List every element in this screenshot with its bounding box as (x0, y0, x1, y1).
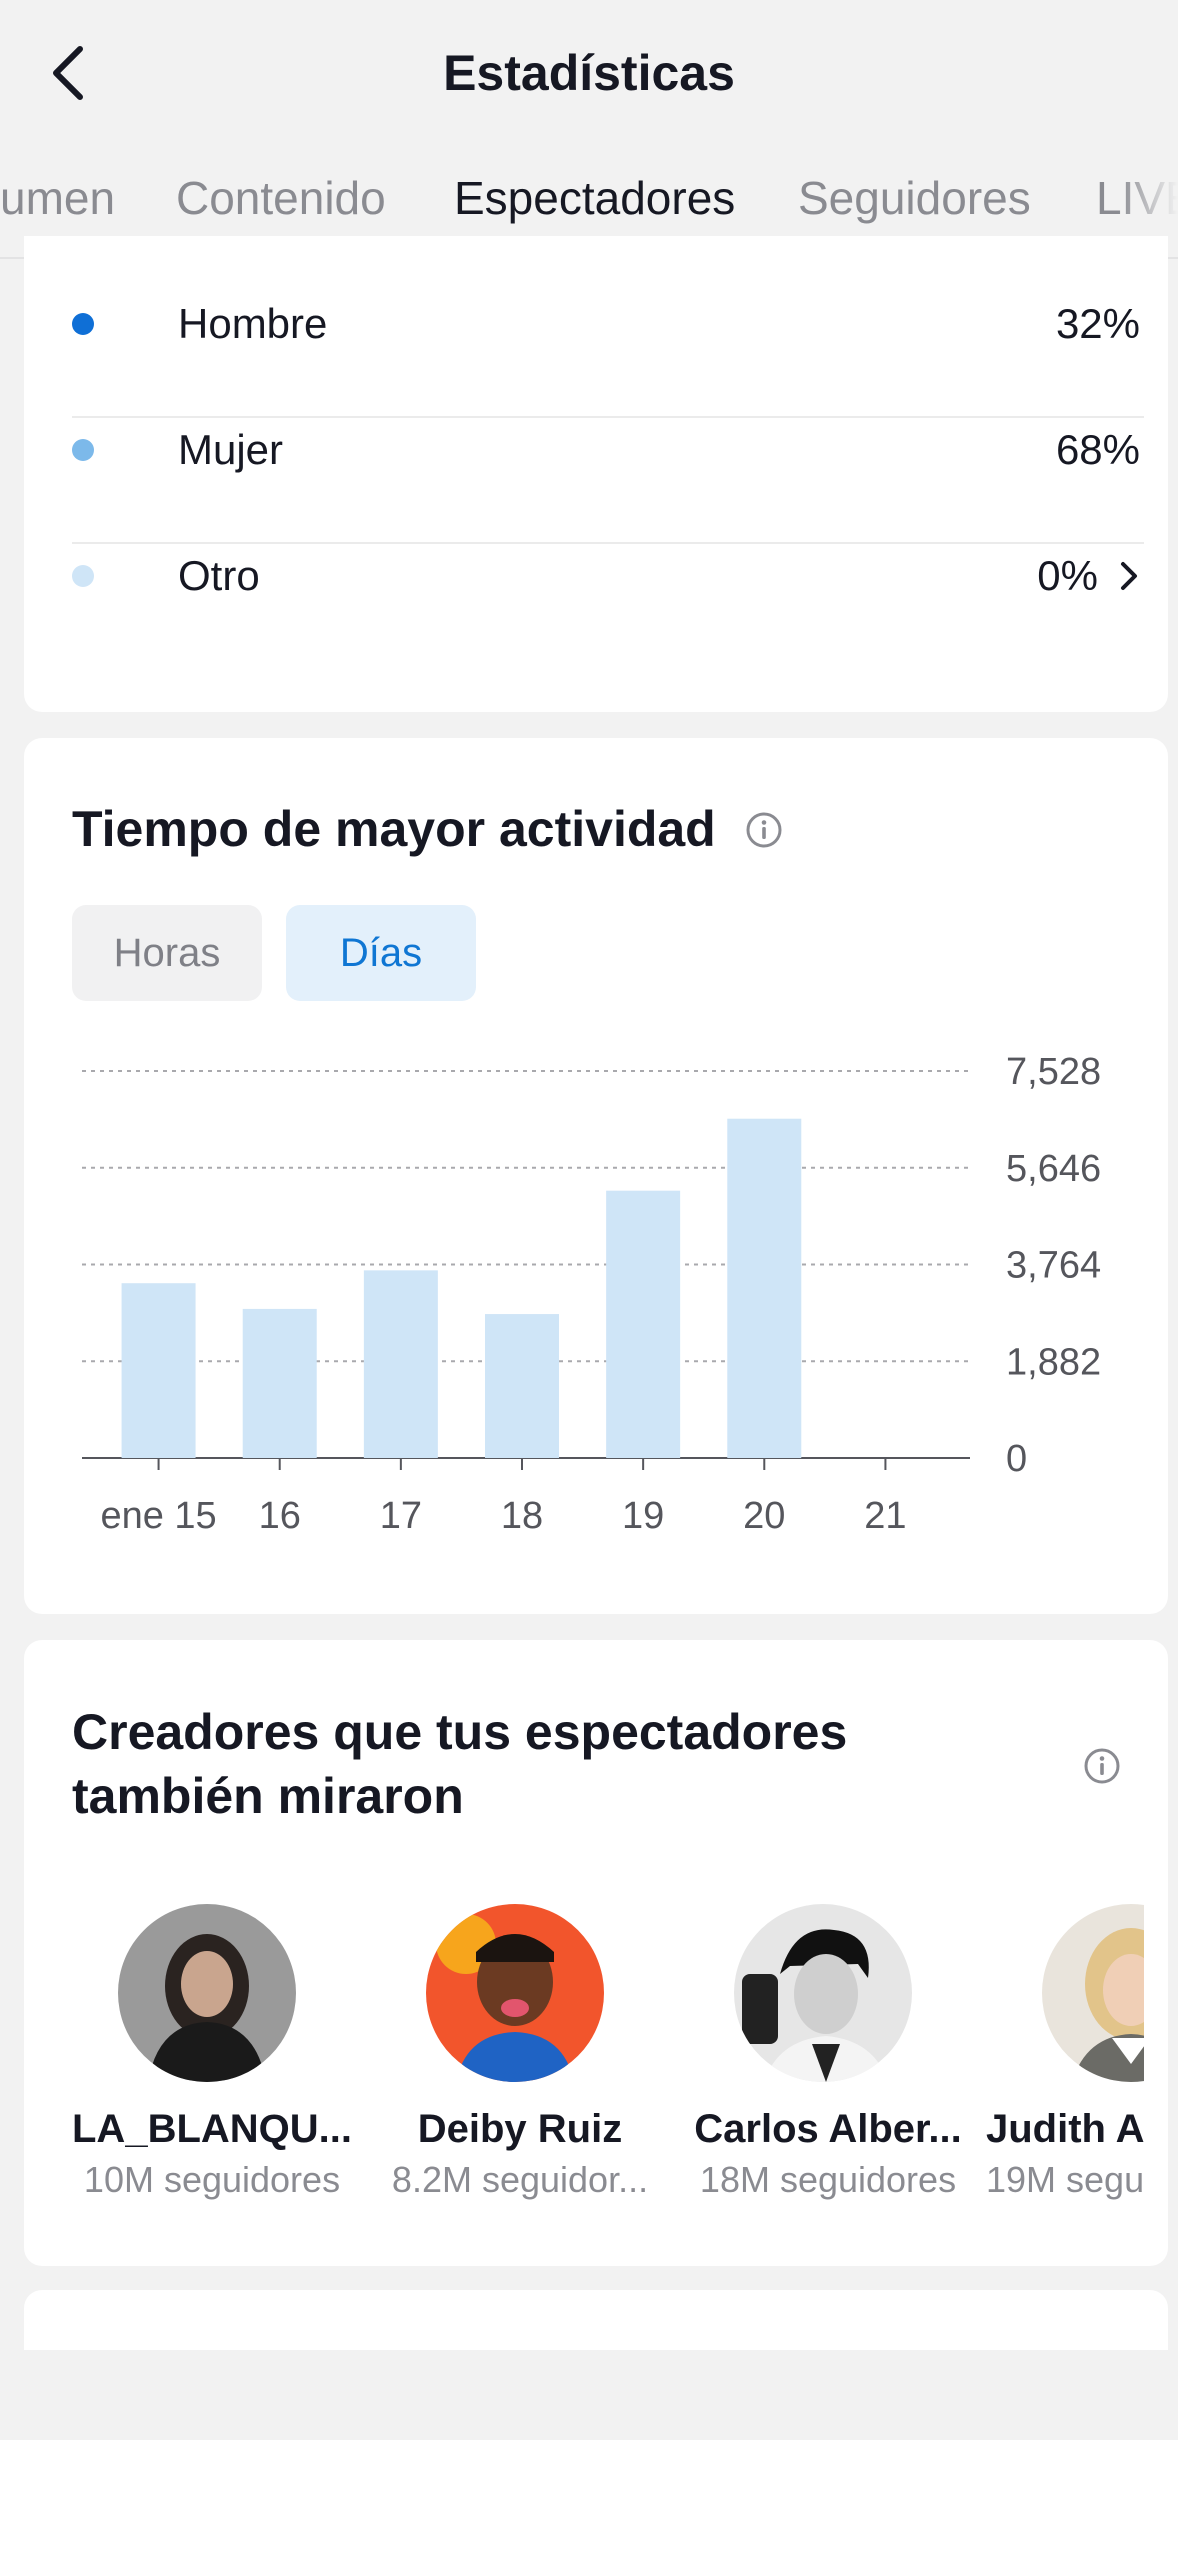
gender-label: Mujer (178, 426, 284, 473)
creator-card[interactable]: Carlos Alber... 18M seguidores (668, 1904, 988, 2224)
tab-seguidores[interactable]: Seguidores (798, 172, 1031, 224)
gender-label: Hombre (178, 300, 328, 347)
chart-bar (363, 1270, 438, 1458)
x-tick-label: 16 (259, 1495, 301, 1537)
chart-bar (242, 1308, 317, 1458)
gender-percent: 0% (1037, 552, 1098, 599)
info-icon[interactable] (1082, 1746, 1122, 1786)
gender-percent: 68% (1055, 426, 1140, 473)
creator-avatar[interactable] (1042, 1904, 1144, 2082)
creator-followers: 10M seguidores (83, 2159, 341, 2200)
y-tick-label: 1,882 (1006, 1341, 1101, 1383)
y-tick-label: 3,764 (1006, 1245, 1101, 1287)
chart-bar (121, 1283, 196, 1458)
creators-title: Creadores que tus espectadores también m… (72, 1704, 848, 1824)
top-bar: Estadísticas umen Contenido Espectadores… (0, 0, 1178, 259)
creator-card[interactable]: Judith A 19M segui (976, 1904, 1144, 2224)
creator-avatar[interactable] (426, 1904, 604, 2082)
hours-toggle[interactable]: Horas (72, 905, 262, 1001)
activity-card: Tiempo de mayor actividad Horas Días 7,5… (24, 738, 1168, 1614)
chevron-right-icon[interactable] (1114, 556, 1144, 596)
creator-avatar[interactable] (734, 1904, 912, 2082)
other-color-dot (72, 565, 94, 587)
creator-name: LA_BLANQU... (72, 2107, 352, 2151)
gender-label: Otro (178, 552, 260, 599)
creator-followers: 19M segui (986, 2159, 1144, 2200)
chart-bar (727, 1118, 802, 1458)
days-toggle[interactable]: Días (286, 905, 476, 1001)
x-tick-label: 20 (743, 1495, 785, 1537)
creator-followers: 18M seguidores (699, 2159, 957, 2200)
chart-bar (485, 1314, 559, 1458)
chart-bar (606, 1190, 681, 1458)
gender-row-other[interactable]: Otro 0% (72, 512, 1144, 636)
male-color-dot (72, 313, 94, 335)
female-color-dot (72, 439, 94, 461)
next-card-edge (24, 2290, 1168, 2350)
page-title: Estadísticas (443, 45, 735, 101)
gender-row-female: Mujer 68% (72, 386, 1144, 510)
x-tick-label: 18 (501, 1495, 543, 1537)
info-icon[interactable] (744, 810, 784, 850)
creator-card[interactable]: Deiby Ruiz 8.2M seguidor... (360, 1904, 680, 2224)
x-tick-label: ene 15 (100, 1495, 216, 1537)
tab-bar: umen Contenido Espectadores Seguidores L… (0, 165, 1178, 235)
x-tick-label: 21 (864, 1495, 906, 1537)
creator-name: Carlos Alber... (694, 2107, 962, 2151)
creator-name: Deiby Ruiz (417, 2107, 623, 2151)
tab-contenido[interactable]: Contenido (176, 172, 386, 224)
x-tick-label: 17 (380, 1495, 422, 1537)
gender-card: Hombre 32% Mujer 68% Otro 0% (24, 236, 1168, 712)
tab-fade (1118, 160, 1178, 240)
x-tick-label: 19 (622, 1495, 664, 1537)
bottom-safe-area (0, 2440, 1178, 2560)
tab-resumen[interactable]: umen (0, 172, 116, 224)
creator-followers: 8.2M seguidor... (391, 2159, 649, 2200)
back-arrow-icon[interactable] (40, 40, 96, 106)
gender-row-male: Hombre 32% (72, 260, 1144, 384)
activity-title: Tiempo de mayor actividad (72, 801, 716, 857)
creator-avatar[interactable] (118, 1904, 296, 2082)
y-tick-label: 5,646 (1006, 1148, 1101, 1190)
creator-card[interactable]: LA_BLANQU... 10M seguidores (52, 1904, 372, 2224)
creator-name: Judith A (986, 2107, 1144, 2151)
tab-espectadores[interactable]: Espectadores (454, 172, 736, 224)
y-tick-label: 0 (1006, 1438, 1027, 1480)
gender-percent: 32% (1055, 300, 1140, 347)
row-divider (72, 542, 1144, 544)
row-divider (72, 416, 1144, 418)
activity-bar-chart: 7,528 5,646 3,764 1,882 0 ene 15 16 17 18 19 20 21 (82, 1051, 1101, 1537)
creators-card: Creadores que tus espectadores también m… (24, 1640, 1168, 2266)
y-tick-label: 7,528 (1006, 1051, 1101, 1093)
